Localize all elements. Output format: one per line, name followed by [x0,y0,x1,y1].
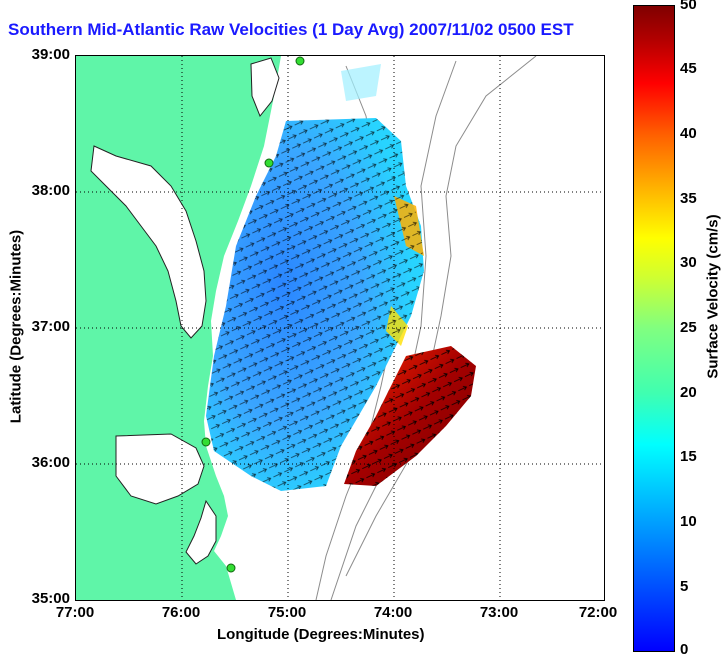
station-marker [201,437,211,447]
x-tick-label: 77:00 [55,604,95,621]
x-tick-label: 75:00 [267,604,307,621]
x-tick-label: 74:00 [373,604,413,621]
map-plot-area [75,55,605,601]
colorbar-tick-label: 15 [680,448,697,465]
colorbar-tick-label: 30 [680,254,697,271]
colorbar-label: Surface Velocity (cm/s) [704,214,722,379]
y-tick-label: 35:00 [31,590,70,607]
x-axis-label: Longitude (Degrees:Minutes) [217,626,425,643]
pamlico-sound [115,433,205,505]
x-tick-label: 76:00 [161,604,201,621]
y-tick-label: 36:00 [31,454,70,471]
station-marker [295,56,305,66]
colorbar-tick-label: 25 [680,319,697,336]
colorbar [633,5,675,652]
y-tick-label: 39:00 [31,46,70,63]
plot-title: Southern Mid-Atlantic Raw Velocities (1 … [8,20,574,39]
chesapeake-bay [90,145,207,339]
y-axis-label: Latitude (Degrees:Minutes) [7,229,25,424]
x-tick-label: 72:00 [578,604,618,621]
colorbar-tick-label: 35 [680,190,697,207]
velocity-field [206,64,476,491]
colorbar-tick-label: 45 [680,60,697,77]
radar-stations [201,56,305,573]
delaware-bay [250,57,280,117]
y-tick-label: 37:00 [31,318,70,335]
grid-lines [76,56,604,600]
colorbar-tick-label: 20 [680,384,697,401]
colorbar-tick-label: 0 [680,641,689,658]
station-marker [264,158,274,168]
y-tick-label: 38:00 [31,182,70,199]
colorbar-tick-label: 10 [680,513,697,530]
x-tick-label: 73:00 [479,604,519,621]
colorbar-tick-label: 5 [680,578,689,595]
colorbar-tick-label: 50 [680,0,697,13]
colorbar-tick-label: 40 [680,125,697,142]
albemarle-sound [185,499,217,565]
map-svg [76,56,604,600]
station-marker [226,563,236,573]
